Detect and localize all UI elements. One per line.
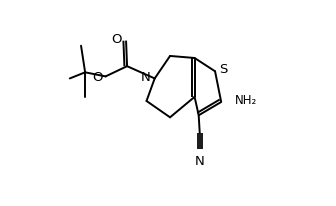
Text: O: O (112, 33, 122, 46)
Text: S: S (219, 63, 227, 76)
Text: N: N (141, 71, 151, 84)
Text: NH₂: NH₂ (235, 95, 257, 108)
Text: O: O (92, 70, 102, 83)
Text: N: N (195, 155, 205, 168)
